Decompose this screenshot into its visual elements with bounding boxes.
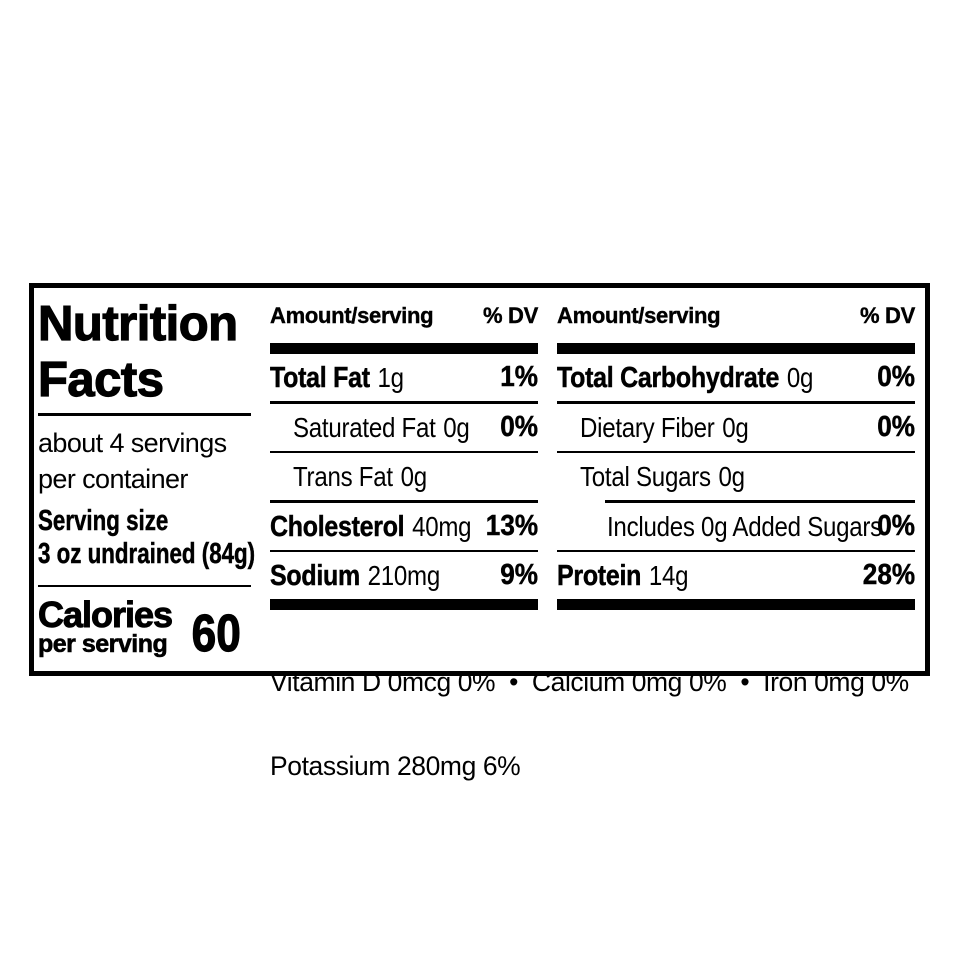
separator	[270, 500, 538, 503]
right-column: Amount/serving % DV Total Carbohydrate 0g…	[557, 303, 916, 610]
calories-sublabel: per serving	[38, 630, 168, 658]
nutrient-amount: 210mg	[367, 560, 441, 591]
calories-value: 60	[191, 605, 241, 663]
nutrient-name: Sodium	[270, 560, 361, 593]
nutrient-amount: 1g	[377, 362, 404, 393]
rule	[38, 584, 251, 587]
nutrient-dv: 0%	[500, 410, 538, 443]
thick-bar	[557, 599, 915, 610]
servings-line-1: about 4 servings	[38, 427, 227, 458]
footer-potassium-line: Potassium 280mg 6%	[270, 751, 521, 781]
left-column: Nutrition Facts about 4 servings per con…	[37, 296, 256, 663]
separator-indented	[605, 500, 915, 503]
amount-serving-header: Amount/serving	[270, 303, 434, 328]
row-dietary-fiber: Dietary Fiber 0g 0%	[557, 404, 915, 451]
nutrient-amount: 0g	[400, 461, 428, 492]
row-total-sugars: Total Sugars 0g	[557, 453, 915, 500]
title-line-1: Nutrition	[37, 296, 238, 351]
nutrient-amount: 0g	[722, 411, 749, 443]
nutrient-amount: 14g	[648, 560, 689, 591]
nutrient-amount: 0g	[443, 411, 470, 443]
nutrient-dv: 0%	[877, 361, 915, 394]
calories-row: Calories per serving 60	[37, 594, 251, 663]
nutrient-amount: 40mg	[412, 510, 472, 542]
nutrition-facts-title: Nutrition Facts	[37, 296, 251, 408]
nutrient-name: Cholesterol	[270, 510, 405, 543]
nutrient-name: Total Fat	[270, 362, 370, 395]
nutrient-dv: 0%	[877, 410, 915, 443]
separator	[557, 401, 915, 404]
nutrient-amount: 0g	[718, 461, 746, 492]
nutrient-dv: 13%	[485, 509, 539, 542]
thick-bar	[557, 343, 915, 354]
thick-bar	[270, 599, 538, 610]
separator	[270, 549, 538, 552]
servings-per-container: about 4 servings per container	[38, 425, 251, 497]
nutrient-dv: 28%	[862, 559, 916, 592]
serving-size-value: 3 oz undrained (84g)	[38, 537, 256, 570]
nutrient-amount: 0g	[786, 362, 814, 393]
nutrient-name: Total Sugars	[580, 461, 711, 492]
micronutrients-footer: Vitamin D 0mcg 0% • Calcium 0mg 0% • Iro…	[270, 612, 922, 836]
title-line-2: Facts	[37, 352, 164, 407]
serving-size: Serving size 3 oz undrained (84g)	[38, 504, 256, 571]
row-total-carbohydrate: Total Carbohydrate 0g 0%	[557, 354, 915, 401]
nutrient-name: Saturated Fat	[293, 411, 436, 443]
calories-label: Calories	[37, 594, 173, 635]
row-cholesterol: Cholesterol 40mg 13%	[270, 503, 538, 550]
row-trans-fat: Trans Fat 0g	[270, 453, 538, 500]
calories-labels: Calories per serving	[37, 594, 173, 658]
nutrition-facts-label: Nutrition Facts about 4 servings per con…	[29, 283, 930, 780]
row-saturated-fat: Saturated Fat 0g 0%	[270, 404, 538, 451]
nutrient-dv: 1%	[500, 361, 538, 394]
dv-header: % DV	[482, 303, 539, 328]
servings-line-2: per container	[38, 463, 188, 494]
nutrient-dv: 9%	[500, 559, 538, 592]
serving-size-label: Serving size	[38, 504, 169, 537]
separator	[557, 450, 915, 453]
row-sodium: Sodium 210mg 9%	[270, 552, 538, 599]
nutrient-name: Protein	[557, 560, 642, 593]
middle-column: Amount/serving % DV Total Fat 1g 1% Satur…	[270, 303, 539, 610]
row-protein: Protein 14g 28%	[557, 552, 915, 599]
nutrient-name: Total Carbohydrate	[557, 362, 780, 395]
thick-bar	[270, 343, 538, 354]
separator	[270, 401, 538, 404]
footer-vitamins-line: Vitamin D 0mcg 0% • Calcium 0mg 0% • Iro…	[270, 667, 909, 697]
separator	[557, 549, 915, 552]
nutrient-name: Dietary Fiber	[580, 411, 715, 443]
rule	[38, 413, 251, 416]
row-added-sugars: Includes 0g Added Sugars 0%	[557, 503, 915, 550]
amount-serving-header: Amount/serving	[557, 303, 721, 328]
separator	[270, 450, 538, 453]
column-header: Amount/serving % DV	[557, 303, 916, 343]
dv-header: % DV	[859, 303, 916, 328]
nutrient-name: Trans Fat	[293, 461, 393, 492]
nutrient-dv: 0%	[877, 509, 915, 542]
nutrient-name: Includes 0g Added Sugars	[607, 510, 882, 542]
column-header: Amount/serving % DV	[270, 303, 539, 343]
row-total-fat: Total Fat 1g 1%	[270, 354, 538, 401]
